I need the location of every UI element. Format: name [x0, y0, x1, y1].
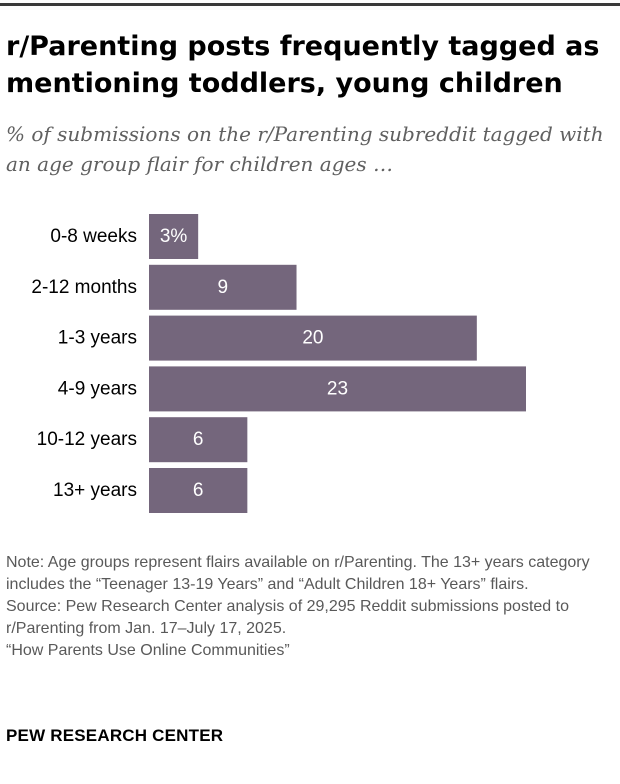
top-rule [0, 3, 620, 6]
bar [149, 366, 526, 412]
category-label: 0-8 weeks [50, 226, 137, 247]
category-label: 2-12 months [31, 277, 137, 298]
bar [149, 315, 477, 361]
bar-chart: 0-8 weeks 3% 2-12 months 9 1-3 years 20 4-9 ye… [31, 214, 526, 513]
data-label: 9 [217, 277, 228, 298]
data-label: 6 [193, 480, 204, 501]
footer-logo-text: PEW RESEARCH CENTER [6, 726, 224, 745]
category-label: 10-12 years [37, 429, 137, 450]
bar [149, 264, 297, 310]
chart-title: r/Parenting posts frequently tagged as m… [6, 31, 600, 99]
bar [149, 214, 199, 259]
report-title: “How Parents Use Online Communities” [6, 642, 290, 659]
bar [149, 417, 248, 463]
chart-notes: Note: Age groups represent flairs availa… [6, 552, 606, 662]
chart-subtitle: % of submissions on the r/Parenting subr… [6, 122, 604, 176]
category-label: 13+ years [53, 480, 137, 501]
category-label: 4-9 years [58, 378, 137, 399]
data-label: 23 [327, 378, 348, 399]
source-text: Source: Pew Research Center analysis of … [6, 598, 569, 637]
data-label: 3% [160, 226, 188, 247]
data-label: 6 [193, 429, 204, 450]
note-text: Note: Age groups represent flairs availa… [6, 554, 590, 593]
category-label: 1-3 years [58, 328, 137, 349]
bar [149, 468, 248, 513]
data-label: 20 [302, 328, 323, 349]
